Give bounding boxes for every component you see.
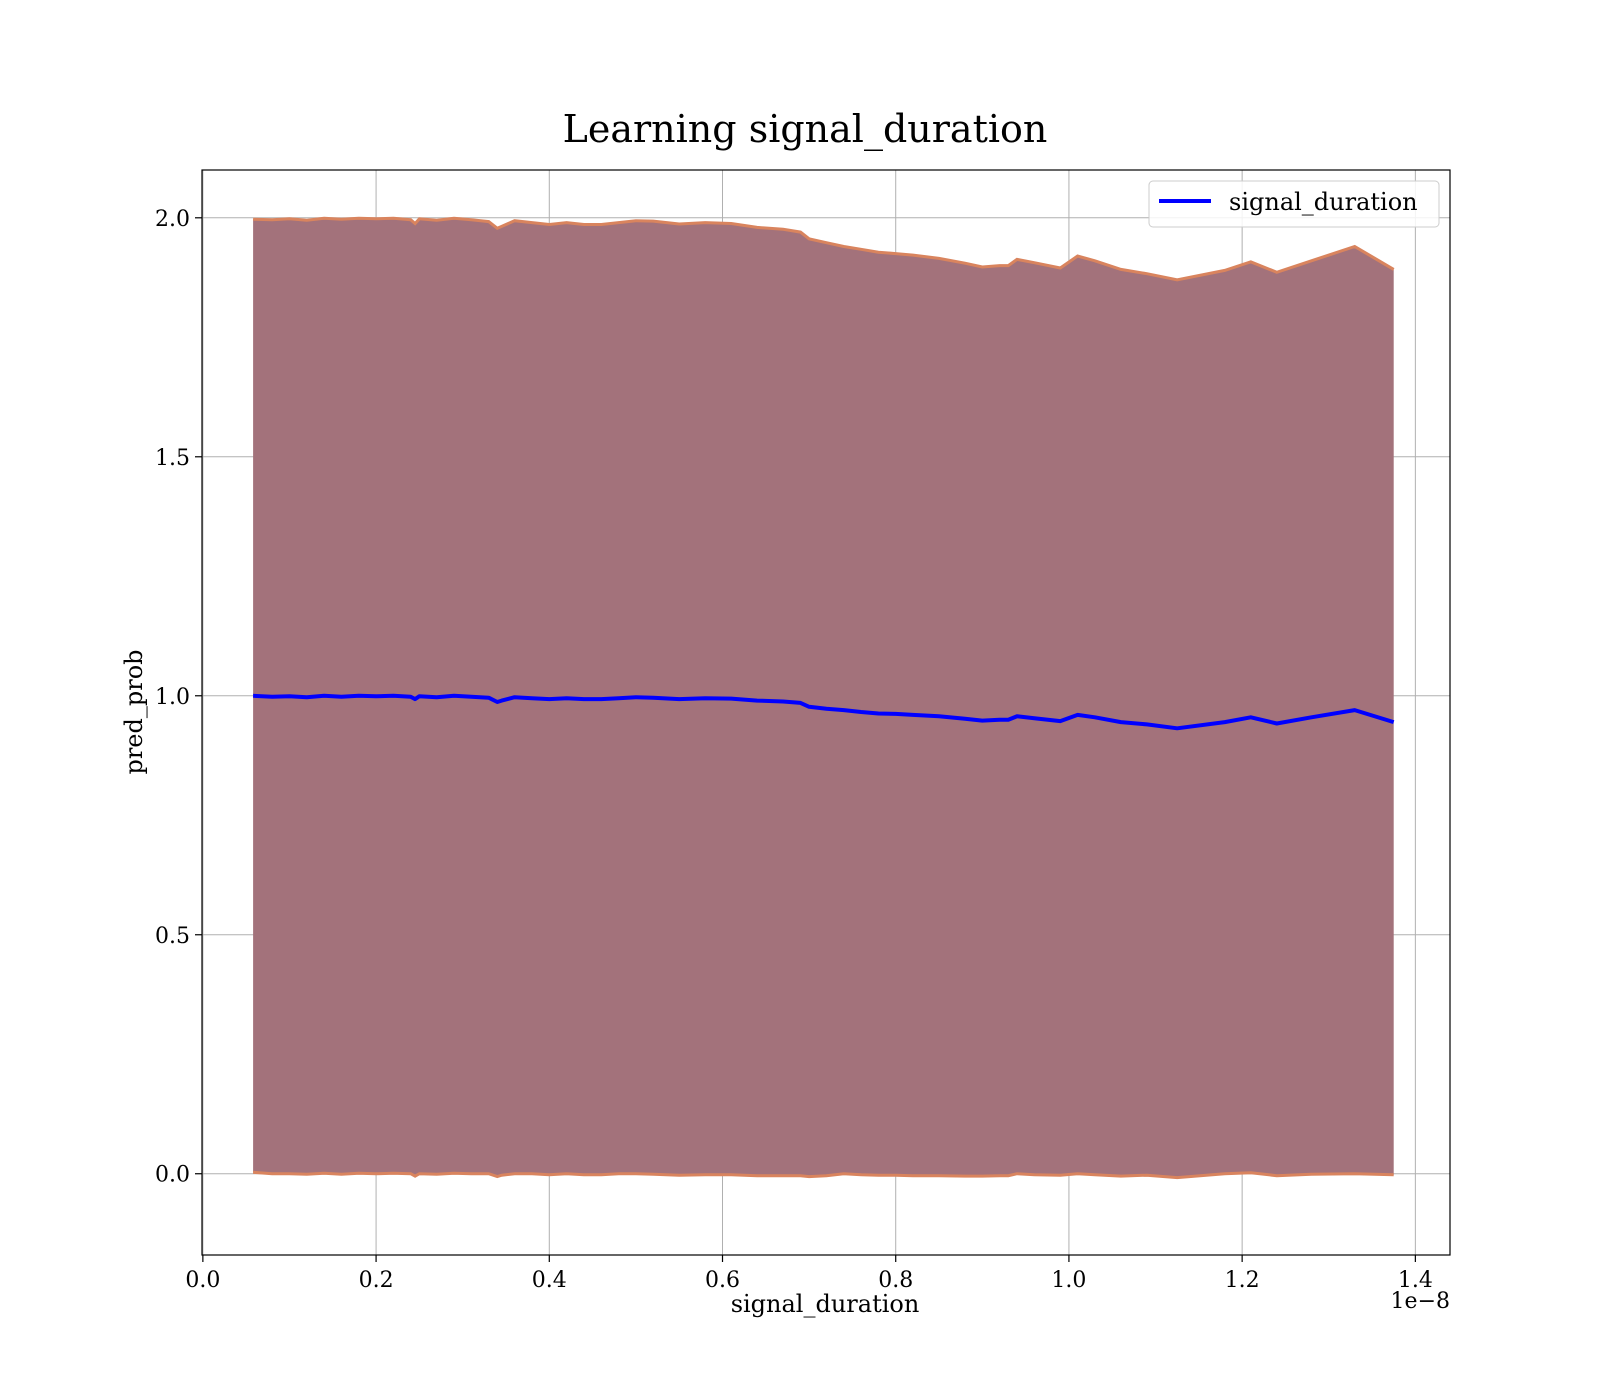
band-area	[253, 218, 1394, 1178]
x-tick-label: 1.2	[1225, 1268, 1260, 1293]
series-line-signal-duration	[253, 693, 1395, 731]
band-upper-edge	[253, 216, 1395, 282]
y-tick-label: 2.0	[155, 207, 190, 232]
x-axis-label: signal_duration	[731, 1290, 920, 1318]
x-tick-label: 0.2	[359, 1268, 394, 1293]
x-tick-label: 0.6	[705, 1268, 740, 1293]
x-tick-label: 0.4	[532, 1268, 567, 1293]
band-lower-edge	[252, 1170, 1394, 1180]
legend-label: signal_duration	[1229, 188, 1418, 216]
x-tick-label: 0.8	[878, 1268, 913, 1293]
y-tick-label: 1.5	[155, 446, 190, 471]
x-tick-label: 1.0	[1051, 1268, 1086, 1293]
legend: signal_duration	[1148, 180, 1440, 228]
legend-box	[1148, 180, 1440, 228]
x-tick-label: 1.4	[1398, 1268, 1433, 1293]
y-tick-label: 1.0	[155, 685, 190, 710]
confidence-band	[252, 216, 1395, 1180]
y-axis-label: pred_prob	[120, 649, 148, 774]
y-tick-label: 0.5	[155, 924, 190, 949]
x-offset-label: 1e−8	[1391, 1289, 1450, 1314]
series-lines	[253, 693, 1395, 731]
ticks: 0.0 0.2 0.4 0.6 0.8 1.0 1.2 1.4 0.0 0.5 1.0 1.5 2.0	[155, 207, 1433, 1293]
plot-frame	[201, 169, 1451, 1256]
y-tick-label: 0.0	[155, 1163, 190, 1188]
chart-title: Learning signal_duration	[563, 107, 1048, 152]
x-tick-label: 0.0	[185, 1268, 220, 1293]
